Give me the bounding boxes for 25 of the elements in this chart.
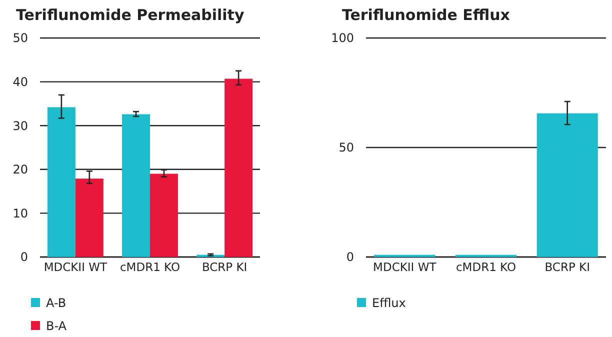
bar: [75, 178, 104, 257]
y-tick-label: 100: [331, 31, 354, 46]
bar: [224, 78, 253, 257]
x-tick-label: MDCKII WT: [44, 260, 108, 274]
y-tick-label: 50: [338, 140, 354, 155]
y-tick-label: 20: [12, 162, 28, 177]
chart-title: Teriflunomide Efflux: [342, 6, 510, 24]
y-tick-label: 0: [346, 250, 354, 264]
x-tick-label: MDCKII WT: [373, 260, 438, 274]
legend-label: Efflux: [372, 296, 406, 310]
bar: [47, 107, 76, 257]
y-tick-label: 40: [12, 75, 28, 89]
chart-title: Teriflunomide Permeability: [16, 6, 244, 24]
x-tick-label: cMDR1 KO: [120, 260, 180, 274]
bar: [122, 114, 150, 257]
y-tick-label: 50: [12, 31, 28, 46]
bar: [150, 174, 178, 257]
y-tick-label: 30: [12, 118, 28, 133]
legend-label: A-B: [46, 296, 66, 310]
y-tick-label: 0: [20, 250, 28, 264]
y-tick-label: 10: [12, 206, 28, 220]
x-tick-label: BCRP KI: [544, 260, 590, 274]
legend-label: B-A: [46, 319, 68, 334]
x-tick-label: cMDR1 KO: [456, 260, 516, 274]
x-tick-label: BCRP KI: [202, 260, 248, 274]
